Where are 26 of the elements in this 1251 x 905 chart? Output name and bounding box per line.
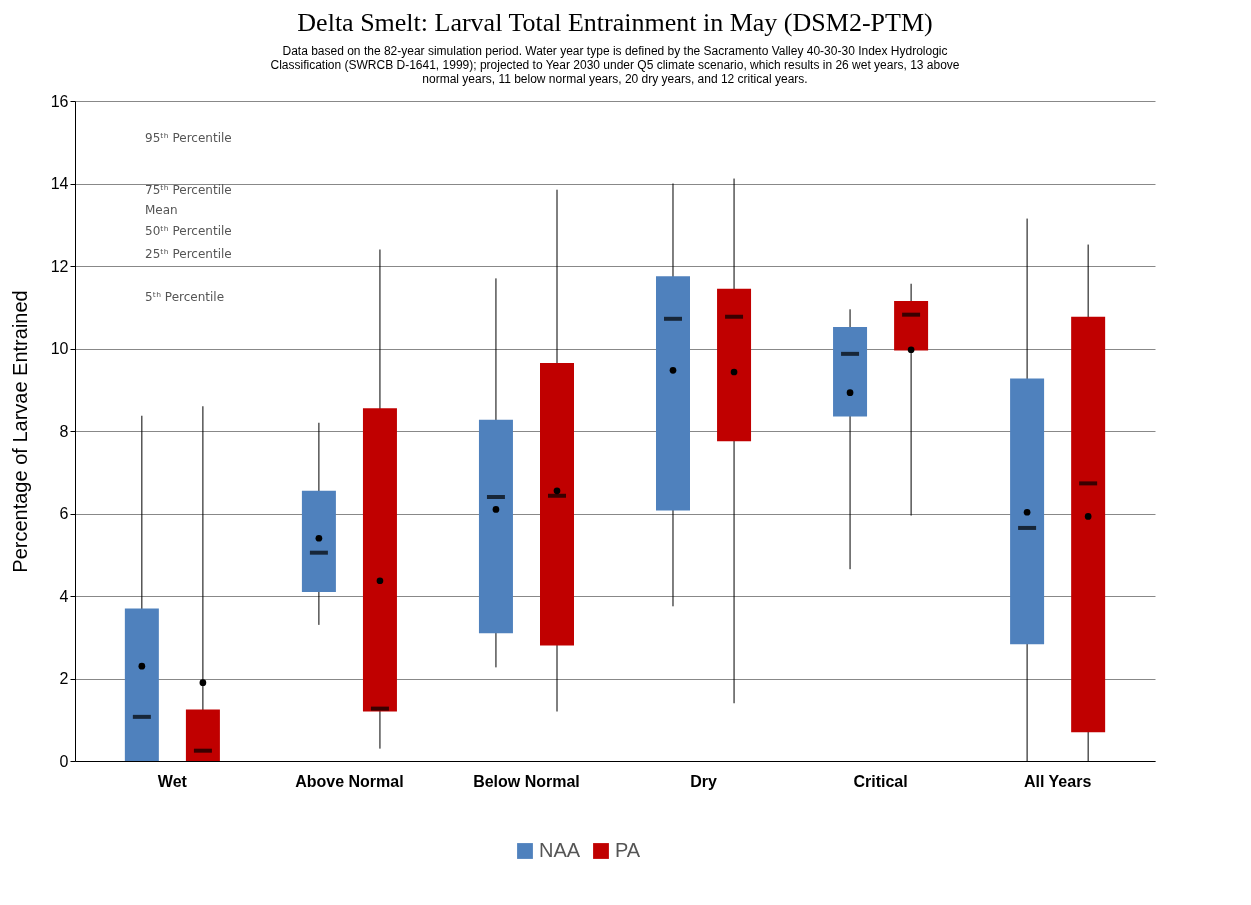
y-tick-label: 14 [50,175,69,192]
y-tick-label: 4 [59,587,69,605]
y-axis-title: Percentage of Larvae Entrained [8,290,31,573]
y-tick-label: 8 [59,422,69,440]
x-tick-label: Above Normal [295,772,404,790]
chart-title: Delta Smelt: Larval Total Entrainment in May (DSM2-PTM) [297,8,933,37]
legend-label: NAA [539,839,581,861]
x-tick-label: Dry [690,772,717,790]
annotation: 50ᵗʰ Percentile [145,224,232,238]
y-tick-label: 10 [50,340,69,357]
x-tick-label: Critical [853,772,908,790]
legend-label: PA [615,839,641,861]
annotation: 5ᵗʰ Percentile [145,290,225,304]
x-tick-label: Below Normal [473,772,580,790]
y-tick-label: 0 [59,752,69,770]
annotation: 95ᵗʰ Percentile [145,131,232,145]
chart-subtitle: Data based on the 82-year simulation period. Water year type is defined by the Sacramento Valley 40-30-30 Index Hydrologic Classification (SWRCB D-1641, 1999); projected to Year 2030 under Q5 climate scenario, which results in 26 wet years, 13 above normal years, 11 below normal years, 20 dry years, and 12 critical years. [270,44,960,86]
y-tick-label: 2 [59,670,69,687]
y-tick-label: 16 [50,92,69,110]
annotation: Mean [145,203,178,217]
x-tick-label: All Years [1023,772,1092,790]
annotation: 25ᵗʰ Percentile [145,247,232,261]
y-tick-label: 12 [50,257,69,275]
x-tick-label: Wet [157,772,188,790]
y-tick-label: 6 [59,505,69,522]
annotation: 75ᵗʰ Percentile [145,183,232,197]
